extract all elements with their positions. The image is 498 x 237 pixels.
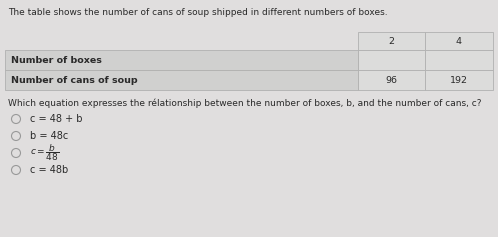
- Text: $c = \dfrac{b}{48}$: $c = \dfrac{b}{48}$: [30, 143, 59, 163]
- Bar: [425, 50, 493, 70]
- Text: Which equation expresses the rélationship between the number of boxes, b, and th: Which equation expresses the rélationshi…: [8, 98, 482, 108]
- Text: Number of cans of soup: Number of cans of soup: [11, 76, 137, 85]
- Bar: [425, 70, 493, 90]
- Text: b = 48c: b = 48c: [30, 131, 68, 141]
- Bar: [5, 70, 358, 90]
- Bar: [358, 70, 425, 90]
- Text: Number of boxes: Number of boxes: [11, 55, 102, 64]
- Bar: [5, 32, 358, 50]
- Bar: [425, 32, 493, 50]
- Text: 4: 4: [456, 36, 462, 46]
- Text: The table shows the number of cans of soup shipped in different numbers of boxes: The table shows the number of cans of so…: [8, 8, 387, 17]
- Text: c = 48 + b: c = 48 + b: [30, 114, 83, 124]
- Bar: [358, 50, 425, 70]
- Text: 2: 2: [388, 36, 394, 46]
- Text: c = 48b: c = 48b: [30, 165, 68, 175]
- Text: 192: 192: [450, 76, 468, 85]
- Bar: [5, 50, 358, 70]
- Text: 96: 96: [385, 76, 397, 85]
- Bar: [358, 32, 425, 50]
